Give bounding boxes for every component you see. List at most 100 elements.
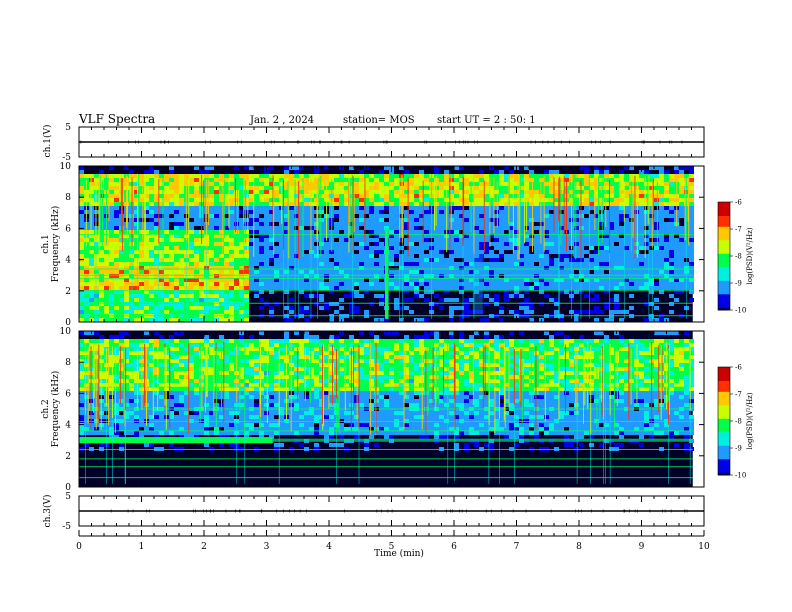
- ch1-spectrogram-cell: [679, 230, 684, 234]
- ch1-spectrogram-cell: [374, 190, 379, 194]
- ch1-spectrogram-cell: [259, 290, 264, 294]
- ch1-spectrogram-cell: [159, 266, 164, 270]
- ch1-spectrogram-cell: [264, 302, 269, 306]
- ch2-spectrogram-cell: [149, 347, 154, 351]
- ch1-spectrogram-cell: [114, 178, 119, 182]
- ch1-spectrogram-cell: [149, 234, 154, 238]
- ch1-spectrogram-cell: [294, 282, 299, 286]
- ch1-spectrogram-cell: [639, 262, 644, 266]
- ch1-spectrogram-cell: [689, 222, 694, 226]
- ch1-spectrogram-cell: [529, 190, 534, 194]
- ch1-spectrogram-cell: [274, 302, 279, 306]
- ch1-spectrogram-cell: [579, 286, 584, 290]
- ch2-spectrogram-cell: [79, 447, 84, 451]
- ch2-spectrogram-cell: [159, 415, 164, 419]
- ch1-spectrogram-cell: [94, 282, 99, 286]
- ch1-spectrogram-cell: [359, 278, 364, 282]
- ch1-spectrogram-cell: [399, 218, 404, 222]
- ch1-spectrogram-cell: [254, 222, 259, 226]
- ch1-spectrogram-cell: [234, 274, 239, 278]
- ch1-spectrogram-cell: [134, 210, 139, 214]
- ch1-spectrogram-cell: [359, 182, 364, 186]
- ch2-spectrogram-cell: [114, 435, 119, 439]
- ch1-spectrogram-cell: [534, 206, 539, 210]
- ch1-spectrogram-cell: [309, 210, 314, 214]
- ch1-spectrogram-cell: [189, 258, 194, 262]
- ch1-spectrogram-cell: [124, 238, 129, 242]
- ch2-spectrogram-cell: [124, 331, 129, 335]
- ch1-spectrogram-cell: [614, 302, 619, 306]
- ch1-spectrogram-cell: [169, 186, 174, 190]
- ch1-spectrogram-cell: [554, 234, 559, 238]
- ch1-spectrogram-cell: [254, 182, 259, 186]
- ch1-spectrogram-cell: [189, 198, 194, 202]
- ch1-spectrogram-cell: [244, 302, 249, 306]
- ch1-spectrogram-cell: [399, 226, 404, 230]
- ch1-spectrogram-cell: [134, 294, 139, 298]
- ch1-spectrogram-cell: [259, 186, 264, 190]
- ch1-spectrogram-cell: [274, 234, 279, 238]
- ch1-spectrogram-cell: [474, 186, 479, 190]
- ch1-spectrogram-cell: [394, 282, 399, 286]
- ch1-spectrogram-cell: [419, 250, 424, 254]
- ch2-spectrogram-cell: [134, 395, 139, 399]
- ch1-spectrogram-cell: [124, 298, 129, 302]
- ch1-spectrogram-cell: [299, 234, 304, 238]
- ch1-spectrogram-cell: [314, 238, 319, 242]
- ch1-spectrogram-cell: [494, 186, 499, 190]
- ch1-spectrogram-cell: [584, 258, 589, 262]
- ch1-spectrogram-cell: [344, 222, 349, 226]
- ch1-spectrogram-cell: [174, 254, 179, 258]
- ch1-spectrogram-cell: [509, 206, 514, 210]
- ch1-spectrogram-cell: [174, 226, 179, 230]
- ch1-spectrogram-cell: [244, 210, 249, 214]
- ch2-spectrogram-cell: [174, 359, 179, 363]
- ch1-spectrogram-cell: [259, 218, 264, 222]
- ch1-spectrogram-cell: [414, 218, 419, 222]
- ch1-spectrogram-cell: [319, 218, 324, 222]
- ch1-spectrogram-cell: [244, 274, 249, 278]
- ch1-spectrogram-cell: [159, 182, 164, 186]
- ch1-spectrogram-cell: [474, 234, 479, 238]
- ch1-spectrogram-cell: [89, 286, 94, 290]
- ch1-spectrogram-cell: [559, 194, 564, 198]
- ch1-spectrogram-cell: [644, 174, 649, 178]
- ch1-spectrogram-cell: [169, 234, 174, 238]
- ch2-spectrogram-cell: [129, 371, 134, 375]
- ch1-spectrogram-cell: [544, 178, 549, 182]
- ch1-spectrogram-cell: [344, 198, 349, 202]
- ch1-spectrogram-cell: [339, 210, 344, 214]
- ch1-spectrogram-cell: [594, 318, 599, 322]
- ch1-spectrogram-cell: [479, 222, 484, 226]
- ch1-spectrogram-cell: [209, 302, 214, 306]
- ch1-spectrogram-cell: [609, 282, 614, 286]
- ch2-spectrogram-cell: [119, 371, 124, 375]
- ch1-spectrogram-cell: [584, 278, 589, 282]
- ch1-spectrogram-cell: [419, 278, 424, 282]
- ch1-spectrogram-cell: [614, 186, 619, 190]
- ch2-spectrogram-cell: [114, 359, 119, 363]
- ch1-spectrogram-cell: [549, 202, 554, 206]
- ch1-spectrogram-cell: [179, 230, 184, 234]
- ch1-spectrogram-cell: [544, 294, 549, 298]
- ch1-spectrogram-cell: [124, 242, 129, 246]
- ch1-spectrogram-cell: [319, 230, 324, 234]
- ch1-spectrogram-cell: [549, 238, 554, 242]
- ch1-spectrogram-cell: [439, 198, 444, 202]
- ch1-spectrogram-cell: [644, 286, 649, 290]
- ch1-spectrogram-cell: [549, 278, 554, 282]
- ch1-spectrogram-cell: [99, 306, 104, 310]
- ch1-spectrogram-cell: [279, 282, 284, 286]
- ch1-spectrogram-cell: [304, 258, 309, 262]
- ch1-spectrogram-cell: [194, 250, 199, 254]
- ch1-spectrogram-cell: [614, 230, 619, 234]
- ch1-spectrogram-cell: [469, 266, 474, 270]
- ch1-spectrogram-cell: [359, 214, 364, 218]
- ch1-spectrogram-cell: [254, 274, 259, 278]
- ch1-spectrogram-cell: [309, 198, 314, 202]
- ch1-spectrogram-cell: [144, 202, 149, 206]
- ch1-spectrogram-cell: [304, 174, 309, 178]
- ch1-spectrogram-cell: [609, 222, 614, 226]
- ch2-spectrogram-cell: [154, 383, 159, 387]
- ch1-spectrogram-cell: [489, 174, 494, 178]
